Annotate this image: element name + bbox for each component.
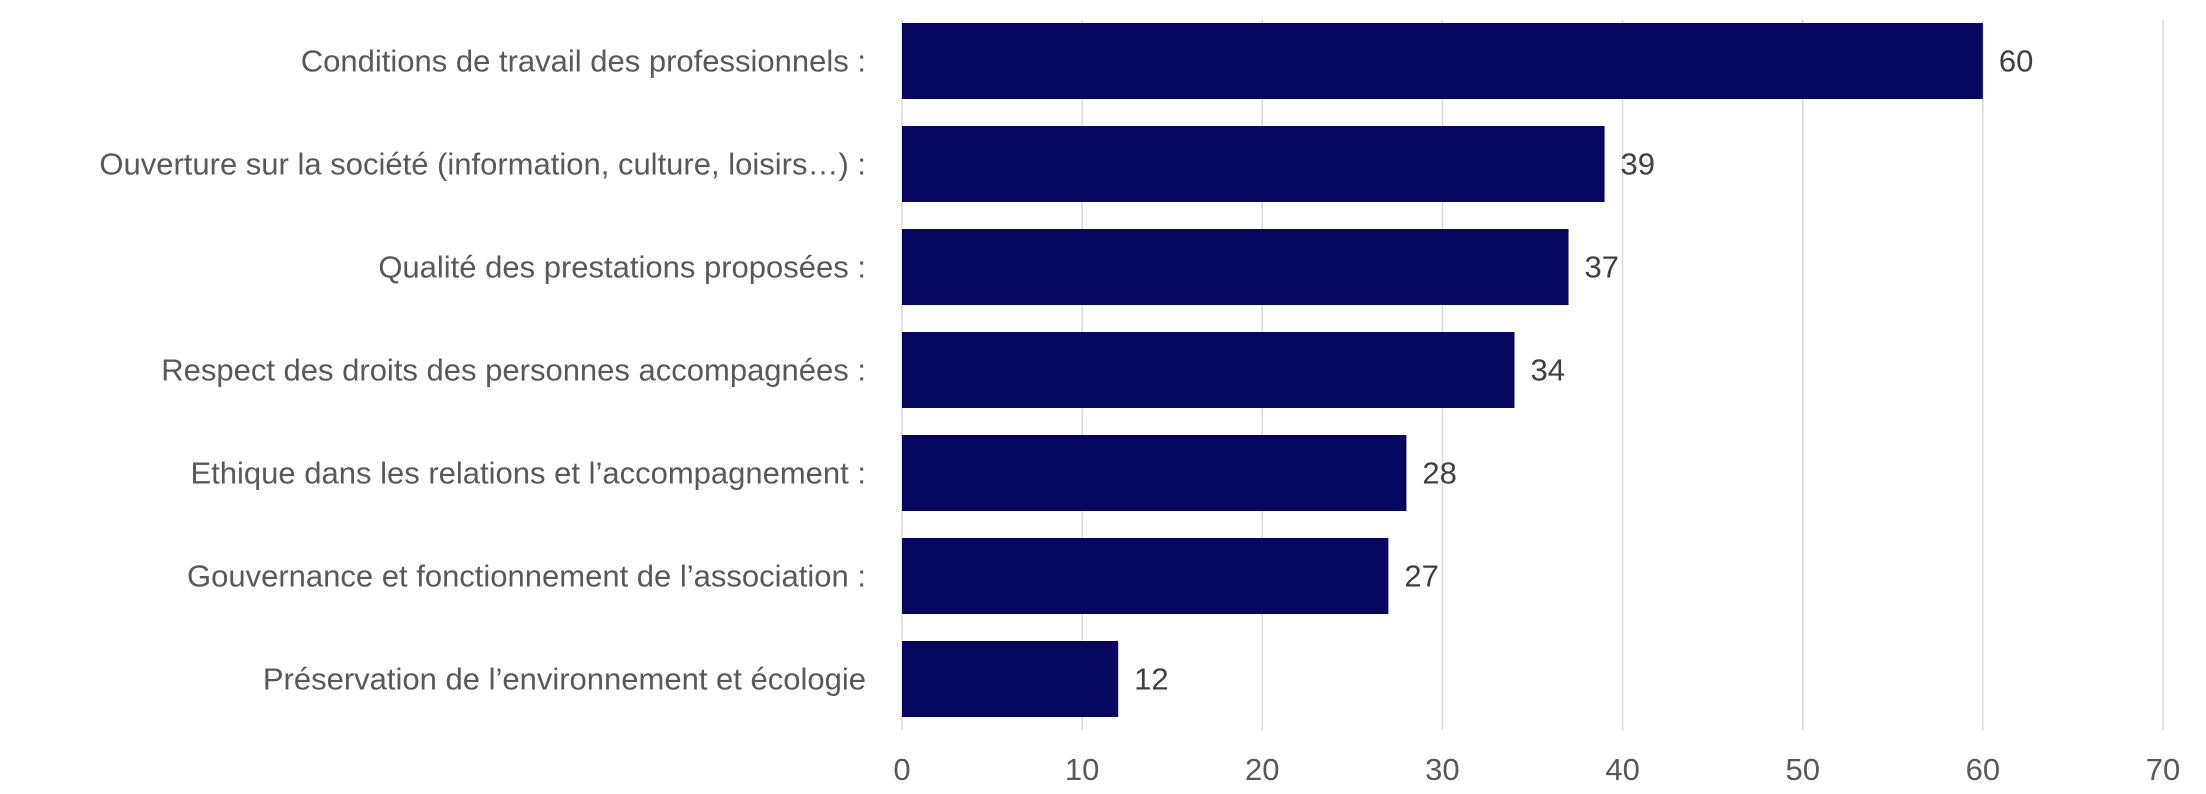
category-label: Préservation de l’environnement et écolo… — [263, 662, 866, 697]
data-label: 39 — [1621, 147, 1655, 182]
bar — [902, 641, 1119, 717]
bar — [902, 229, 1569, 305]
bars — [902, 23, 1983, 717]
category-label: Ouverture sur la société (information, c… — [99, 147, 866, 182]
x-tick-label: 40 — [1605, 752, 1639, 787]
x-tick-label: 20 — [1245, 752, 1279, 787]
bar — [902, 126, 1605, 202]
data-label: 12 — [1134, 662, 1168, 697]
bar — [902, 538, 1389, 614]
data-label: 28 — [1422, 456, 1456, 491]
x-tick-label: 10 — [1065, 752, 1099, 787]
x-tick-label: 30 — [1425, 752, 1459, 787]
category-labels: Conditions de travail des professionnels… — [99, 44, 866, 697]
category-label: Ethique dans les relations et l’accompag… — [190, 456, 866, 491]
x-tick-label: 0 — [893, 752, 910, 787]
x-tick-label: 50 — [1785, 752, 1819, 787]
category-label: Qualité des prestations proposées : — [378, 250, 866, 285]
category-label: Conditions de travail des professionnels… — [301, 44, 866, 79]
x-tick-label: 60 — [1966, 752, 2000, 787]
category-label: Gouvernance et fonctionnement de l’assoc… — [187, 559, 866, 594]
bar — [902, 23, 1983, 99]
category-label: Respect des droits des personnes accompa… — [161, 353, 866, 388]
data-label: 27 — [1404, 559, 1438, 594]
bar — [902, 332, 1515, 408]
data-labels: 60 39 37 34 28 27 12 — [1134, 44, 2033, 697]
x-tick-label: 70 — [2146, 752, 2180, 787]
x-axis-tick-labels: 0 10 20 30 40 50 60 70 — [893, 752, 2180, 787]
data-label: 34 — [1530, 353, 1564, 388]
data-label: 37 — [1585, 250, 1619, 285]
data-label: 60 — [1999, 44, 2033, 79]
bar — [902, 435, 1407, 511]
